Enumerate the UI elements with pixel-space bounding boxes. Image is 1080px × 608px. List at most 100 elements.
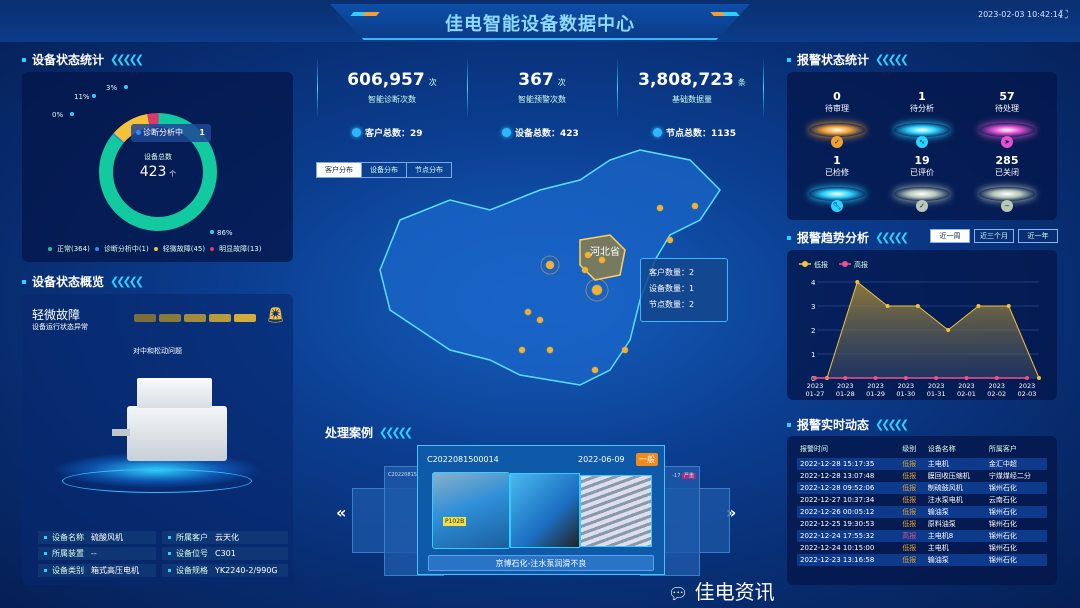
table-row[interactable]: 2022-12-25 19:30:53 低报 原料油泵 锦州石化: [797, 518, 1047, 530]
data-point: [994, 376, 999, 380]
severity-level-bars: [134, 314, 259, 325]
map-highlight-label: 河北省: [590, 245, 620, 258]
table-row[interactable]: 2022-12-28 15:17:35 低报 主电机 金汇中超: [797, 458, 1047, 470]
tab-device[interactable]: 设备分布: [362, 163, 407, 177]
fullscreen-icon[interactable]: ⛶: [1060, 8, 1068, 21]
table-cell: 原料油泵: [927, 520, 956, 528]
donut-tooltip: 诊断分析中 1: [131, 124, 211, 142]
next-arrow-icon[interactable]: »: [726, 503, 737, 522]
device-info-row: 所属装置 --: [38, 547, 156, 560]
device-stats-panel: 86% 0% 11% 3% 设备总数 423 个 诊断分析中 1 正常(364) 诊断分析…: [22, 72, 293, 262]
alarm-status-5[interactable]: 285 已关闭 −: [967, 154, 1047, 216]
divider: [317, 58, 318, 118]
table-row[interactable]: 2022-12-26 00:05:12 低报 输油泵 锦州石化: [797, 506, 1047, 518]
legend-marker: [802, 261, 808, 267]
table-cell: 2022-12-26 00:05:12: [797, 506, 900, 518]
datetime: 2023-02-03 10:42:14: [978, 10, 1063, 19]
legend-label: 低报: [814, 260, 828, 269]
legend-item[interactable]: 诊断分析中(1): [94, 245, 149, 253]
legend-item[interactable]: 轻微故障(45): [153, 245, 205, 253]
tab-customer[interactable]: 客户分布: [317, 163, 362, 177]
data-point: [843, 376, 848, 380]
alarm-status-4[interactable]: 19 已评价 ✓: [882, 154, 962, 216]
data-point: [934, 376, 939, 380]
case-severity-badge: 一般: [636, 453, 658, 466]
map-tooltip: 客户数量：2 设备数量：1 节点数量：2: [640, 258, 728, 322]
data-point: [946, 328, 951, 332]
legend-marker: [842, 261, 848, 267]
case-photo[interactable]: [510, 473, 580, 548]
device-info-row: 设备规格 YK2240-2/990G: [162, 564, 288, 577]
legend-item[interactable]: 正常(364): [48, 245, 90, 253]
case-id: C2022081500014: [427, 455, 499, 464]
table-row[interactable]: 2022-12-24 17:55:32 高报 主电机8 锦州石化: [797, 530, 1047, 542]
donut-segment-1: [112, 133, 125, 144]
data-point: [813, 376, 817, 380]
divider: [617, 58, 618, 118]
table-cell: 宁煤煤经二分: [988, 472, 1031, 480]
legend-item[interactable]: 明显故障(13): [210, 245, 262, 253]
trend-panel: 0 1 2 3 4 2023 01-27 2023 01-28 2023 01-29 2023 01-3…: [787, 250, 1057, 400]
divider: [763, 58, 764, 118]
prev-arrow-icon[interactable]: «: [336, 503, 347, 522]
wrench-icon: 🔧︎: [831, 200, 843, 212]
node-icon: [653, 128, 662, 137]
table-row[interactable]: 2022-12-24 10:15:00 低报 主电机 锦州石化: [797, 542, 1047, 554]
alarm-status-0[interactable]: 0 待审理 ✓: [797, 90, 877, 152]
table-cell: 低报: [899, 554, 925, 566]
table-cell: 2022-12-28 13:07:48: [800, 472, 875, 480]
label-dot: [92, 94, 96, 98]
level-bar: [184, 314, 206, 322]
label-dot: [210, 230, 214, 234]
table-cell: 低报: [902, 472, 917, 480]
map-tabs: 客户分布 设备分布 节点分布: [316, 162, 452, 178]
china-map[interactable]: 河北省: [340, 140, 740, 420]
table-cell: 锦州石化: [988, 544, 1017, 552]
alarm-status-3[interactable]: 1 已检修 🔧︎: [797, 154, 877, 216]
table-row[interactable]: 2022-12-23 13:16:58 低报 输油泵 锦州石化: [797, 554, 1047, 566]
data-point: [1006, 304, 1011, 308]
btn-three-months[interactable]: 近三个月: [974, 229, 1014, 243]
donut-pct-label: 3%: [106, 84, 117, 92]
total-devices: 设备总数：423: [502, 126, 579, 139]
total-customers: 客户总数：29: [352, 126, 423, 139]
total-value: 423 个: [139, 164, 177, 180]
table-cell: 低报: [899, 506, 925, 518]
section-realtime: 报警实时动态 ❮❮❮❮❮: [787, 416, 909, 433]
level-bar: [234, 314, 256, 322]
table-row[interactable]: 2022-12-28 09:52:06 低报 制硫鼓风机 锦州石化: [797, 482, 1047, 494]
case-date: 2022-06-09: [578, 455, 625, 464]
x-tick-label: 2023 01-30: [896, 382, 915, 398]
stat-warning: 367 次智能预警次数: [518, 70, 566, 104]
case-card-main[interactable]: C2022081500014 2022-06-09 一般 P102B 京博石化-…: [417, 445, 665, 575]
alarm-status-1[interactable]: 1 待分析 ∿: [882, 90, 962, 152]
btn-week[interactable]: 近一周: [930, 229, 970, 243]
motor-shaft: [112, 429, 130, 436]
table-row[interactable]: 2022-12-28 13:07:48 低报 膜回收压缩机 宁煤煤经二分: [797, 470, 1047, 482]
device-info-row: 设备位号 C301: [162, 547, 288, 560]
column-header: 所属客户: [988, 445, 1017, 453]
y-tick-label: 2: [811, 327, 815, 335]
tab-node[interactable]: 节点分布: [415, 166, 443, 174]
donut-pct-label: 86%: [217, 229, 233, 237]
donut-legend: 正常(364) 诊断分析中(1) 轻微故障(45) 明显故障(13): [48, 244, 267, 254]
check-icon: ✓: [916, 200, 928, 212]
alarm-status-2[interactable]: 57 待处理 ➤: [967, 90, 1047, 152]
motor-top: [137, 378, 212, 408]
x-tick-label: 2023 01-27: [806, 382, 825, 398]
table-cell: 锦州石化: [985, 554, 1047, 566]
table-row[interactable]: 2022-12-27 10:37:34 低报 注水泵电机 云南石化: [797, 494, 1047, 506]
page-title: 佳电智能设备数据中心: [445, 14, 635, 35]
stat-diagnosis: 606,957 次智能诊断次数: [347, 70, 437, 104]
realtime-panel: 报警时间 级别 设备名称 所属客户 2022-12-28 15:17:35 低报 主电机 金汇…: [787, 436, 1057, 585]
device-icon: [502, 128, 511, 137]
total-nodes: 节点总数：1135: [653, 126, 736, 139]
table-cell: 锦州石化: [985, 506, 1047, 518]
x-tick-label: 2023 01-28: [836, 382, 855, 398]
btn-year[interactable]: 近一年: [1018, 229, 1058, 243]
minus-icon: −: [1001, 200, 1013, 212]
case-photo[interactable]: P102B: [432, 472, 510, 549]
check-icon: ✓: [831, 136, 843, 148]
case-photo[interactable]: [580, 475, 652, 547]
table-cell: 低报: [902, 496, 917, 504]
